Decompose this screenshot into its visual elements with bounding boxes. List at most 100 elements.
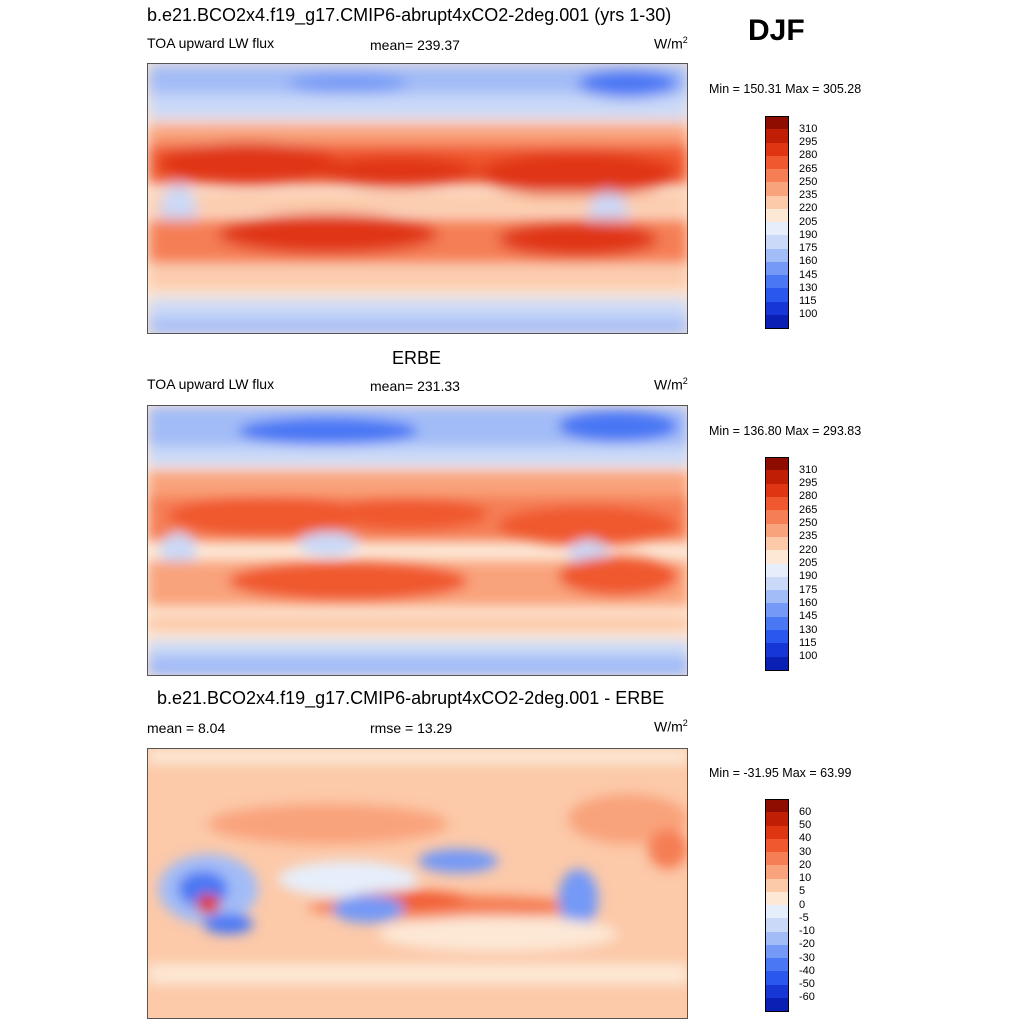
panel3-mean-label: mean = 8.04: [147, 720, 226, 736]
colorbar-box: [765, 510, 789, 525]
colorbar-tick-label: 115: [799, 636, 817, 649]
panel2-title: ERBE: [392, 348, 442, 368]
colorbar-tick-label: 145: [799, 268, 818, 281]
colorbar-box: [765, 944, 789, 959]
colorbar-box: [765, 918, 789, 932]
colorbar-box: [765, 878, 789, 893]
panel3-minmax: Min = -31.95 Max = 63.99: [709, 766, 852, 780]
colorbar-tick-label: 60: [799, 805, 812, 818]
panel1-minmax: Min = 150.31 Max = 305.28: [709, 82, 862, 96]
colorbar-tick-label: 115: [799, 295, 817, 307]
colorbar-box: [765, 116, 789, 130]
panel3-map-svg: [148, 749, 687, 1018]
colorbar-box: [765, 523, 789, 538]
colorbar-box: [765, 457, 789, 471]
colorbar-box: [765, 222, 789, 236]
panel2-map: [147, 405, 688, 676]
colorbar-box: [765, 483, 789, 498]
colorbar-tick-label: -50: [799, 978, 815, 990]
colorbar-tick-label: 20: [799, 858, 812, 871]
colorbar-box: [765, 248, 789, 263]
panel2-mean-label: mean= 231.33: [370, 378, 460, 394]
colorbar-tick-label: 250: [799, 517, 818, 530]
colorbar-box: [765, 301, 789, 316]
colorbar-tick-label: 265: [799, 162, 818, 175]
panel2-map-svg: [148, 406, 687, 675]
colorbar-tick-label: 0: [799, 898, 806, 911]
colorbar-box: [765, 852, 789, 866]
colorbar-tick-label: 130: [799, 281, 818, 294]
panel3-title: b.e21.BCO2x4.f19_g17.CMIP6-abrupt4xCO2-2…: [157, 688, 665, 708]
colorbar-box: [765, 905, 789, 919]
colorbar-box: [765, 984, 789, 999]
colorbar-tick-label: 280: [799, 149, 818, 162]
panel1-map: [147, 63, 688, 334]
colorbar-box: [765, 812, 789, 826]
colorbar-tick-label: 130: [799, 623, 818, 636]
colorbar-tick-label: 5: [799, 885, 806, 898]
colorbar-box: [765, 891, 789, 906]
colorbar-box: [765, 630, 789, 644]
colorbar-box: [765, 288, 789, 302]
colorbar-tick-label: 220: [799, 202, 818, 215]
colorbar-tick-label: 295: [799, 136, 818, 148]
colorbar-box: [765, 838, 789, 853]
colorbar-box: [765, 496, 789, 511]
colorbar-tick-label: -40: [799, 964, 815, 977]
panel3-units: W/m2: [654, 718, 688, 735]
colorbar-tick-label: 10: [799, 872, 812, 884]
panel2-variable-label: TOA upward LW flux: [147, 376, 275, 392]
colorbar-tick-label: 265: [799, 503, 818, 516]
colorbar-box: [765, 314, 789, 329]
panel2-units: W/m2: [654, 376, 688, 393]
colorbar-box: [765, 656, 789, 671]
colorbar-box: [765, 563, 789, 578]
colorbar-tick-label: 160: [799, 596, 818, 609]
colorbar-tick-label: 235: [799, 189, 818, 201]
colorbar-box: [765, 825, 789, 840]
colorbar-box: [765, 590, 789, 604]
colorbar-box: [765, 971, 789, 985]
colorbar-box: [765, 550, 789, 564]
colorbar-tick-label: 160: [799, 255, 818, 268]
colorbar-tick-label: 100: [799, 308, 818, 321]
colorbar-box: [765, 576, 789, 591]
panel3-map: [147, 748, 688, 1019]
colorbar-box: [765, 142, 789, 157]
colorbar-tick-label: 220: [799, 543, 818, 556]
colorbar-box: [765, 931, 789, 946]
colorbar-tick-label: 310: [799, 463, 818, 476]
colorbar-tick-label: 250: [799, 175, 818, 188]
colorbar-tick-label: 295: [799, 477, 818, 490]
colorbar-box: [765, 603, 789, 618]
colorbar-box: [765, 865, 789, 879]
colorbar-tick-label: 175: [799, 242, 818, 254]
colorbar-box: [765, 235, 789, 249]
colorbar-tick-label: 190: [799, 228, 818, 241]
colorbar-tick-label: -5: [799, 911, 809, 924]
colorbar-box: [765, 997, 789, 1012]
colorbar-box: [765, 169, 789, 183]
colorbar-tick-label: -60: [799, 991, 815, 1004]
colorbar-tick-label: 310: [799, 122, 818, 135]
colorbar-tick-label: 50: [799, 819, 812, 831]
colorbar-box: [765, 182, 789, 196]
colorbar-box: [765, 208, 789, 223]
colorbar-tick-label: 40: [799, 832, 812, 845]
colorbar-tick-label: 235: [799, 530, 818, 543]
panel1-title: b.e21.BCO2x4.f19_g17.CMIP6-abrupt4xCO2-2…: [147, 5, 672, 25]
colorbar-tick-label: -30: [799, 951, 815, 964]
colorbar-box: [765, 470, 789, 485]
season-label: DJF: [748, 14, 805, 47]
panel3-rmse-label: rmse = 13.29: [370, 720, 453, 736]
colorbar-tick-label: 175: [799, 583, 818, 596]
colorbar-tick-label: 100: [799, 650, 818, 663]
colorbar-box: [765, 275, 789, 289]
colorbar-box: [765, 261, 789, 276]
colorbar-box: [765, 643, 789, 658]
colorbar-tick-label: 145: [799, 610, 818, 623]
colorbar-tick-label: 190: [799, 570, 818, 583]
colorbar-box: [765, 129, 789, 143]
panel1-map-svg: [148, 64, 687, 333]
colorbar-box: [765, 155, 789, 170]
